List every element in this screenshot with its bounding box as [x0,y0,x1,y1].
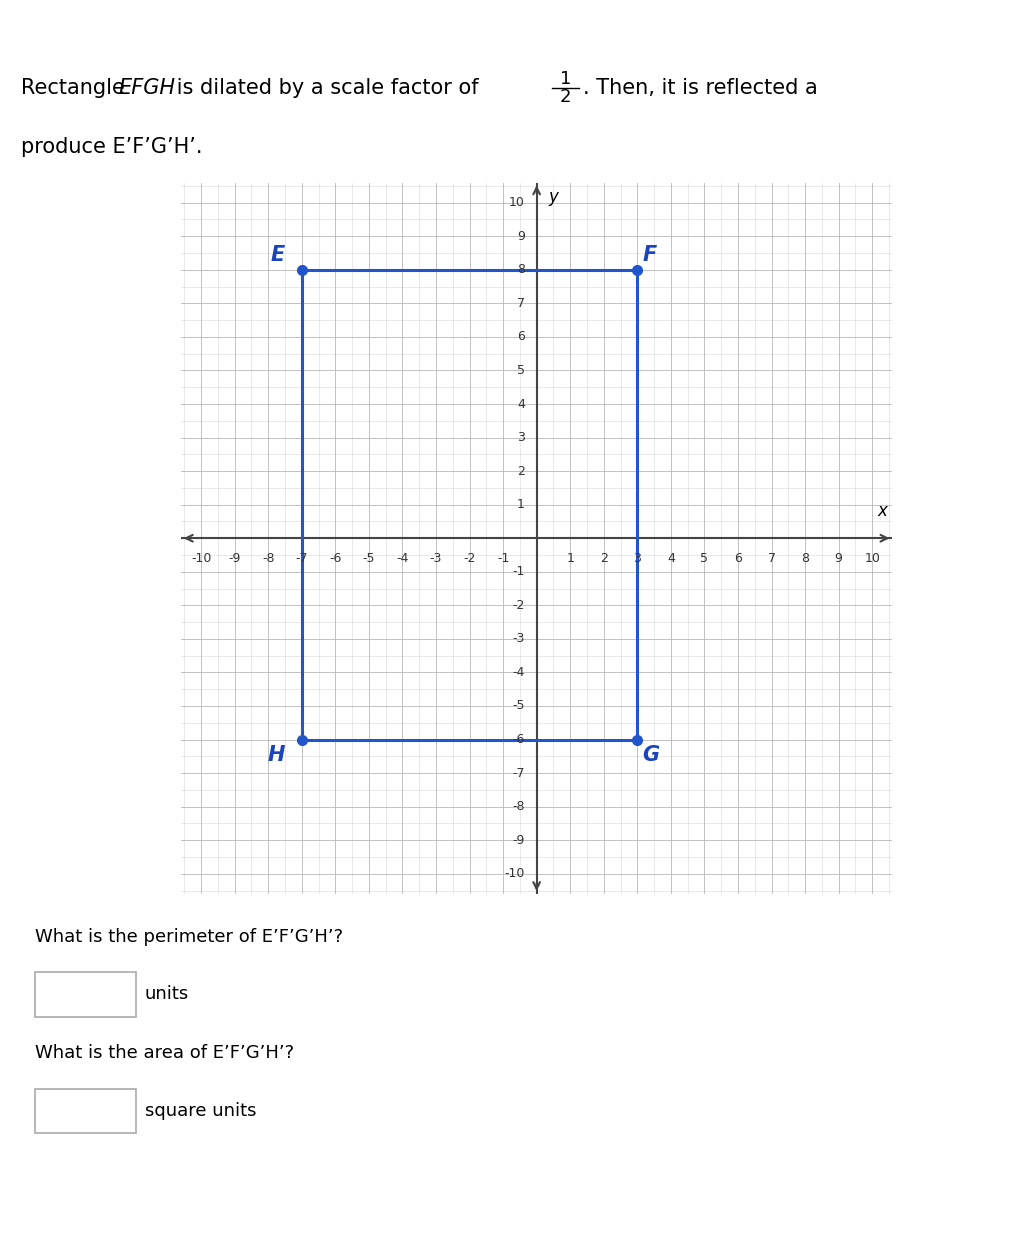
Text: What is the area of E’F’G’H’?: What is the area of E’F’G’H’? [35,1044,294,1063]
FancyBboxPatch shape [35,972,136,1016]
Text: 2: 2 [559,88,572,106]
Text: -1: -1 [496,551,509,564]
Text: 9: 9 [517,229,525,243]
Text: F: F [642,244,656,264]
Text: 1: 1 [559,71,572,88]
Text: 2: 2 [600,551,608,564]
Text: 3: 3 [517,431,525,444]
Text: . Then, it is reflected a: . Then, it is reflected a [583,78,817,98]
Text: 10: 10 [864,551,880,564]
Text: -8: -8 [262,551,275,564]
Text: 5: 5 [517,364,525,376]
Text: 1: 1 [517,499,525,511]
Text: 6: 6 [517,330,525,344]
Text: 6: 6 [734,551,742,564]
Text: -7: -7 [295,551,308,564]
Text: 7: 7 [517,297,525,310]
Text: 2: 2 [517,465,525,477]
Text: What is the perimeter of E’F’G’H’?: What is the perimeter of E’F’G’H’? [35,928,344,946]
Text: -10: -10 [191,551,212,564]
Text: 8: 8 [517,263,525,276]
Text: -9: -9 [228,551,240,564]
Text: -3: -3 [513,632,525,646]
Text: x: x [877,502,888,520]
Text: -1: -1 [513,565,525,578]
Text: -10: -10 [505,867,525,880]
Text: -8: -8 [513,801,525,813]
Text: EFGH: EFGH [119,78,175,98]
Text: -4: -4 [513,666,525,679]
Text: is dilated by a scale factor of: is dilated by a scale factor of [170,78,485,98]
Text: H: H [267,744,285,764]
Text: 7: 7 [768,551,775,564]
Text: Rectangle: Rectangle [21,78,131,98]
Text: 3: 3 [634,551,641,564]
Text: E: E [270,244,285,264]
Text: 1: 1 [567,551,574,564]
Text: 9: 9 [835,551,842,564]
Text: -6: -6 [513,733,525,747]
Text: G: G [642,744,659,764]
Text: 10: 10 [509,196,525,209]
Text: produce E’F’G’H’.: produce E’F’G’H’. [21,137,202,157]
Text: 4: 4 [517,398,525,410]
Text: 4: 4 [667,551,675,564]
Text: units: units [144,986,189,1003]
Text: -7: -7 [513,767,525,779]
Text: -2: -2 [513,599,525,612]
Text: -5: -5 [513,700,525,713]
Text: 5: 5 [701,551,708,564]
Text: -4: -4 [396,551,409,564]
Text: y: y [548,188,558,205]
Text: -2: -2 [463,551,476,564]
Text: -3: -3 [429,551,442,564]
Text: -5: -5 [362,551,375,564]
Text: -9: -9 [513,833,525,847]
Text: square units: square units [144,1102,256,1119]
Text: -6: -6 [329,551,342,564]
Text: 8: 8 [801,551,809,564]
FancyBboxPatch shape [35,1089,136,1133]
